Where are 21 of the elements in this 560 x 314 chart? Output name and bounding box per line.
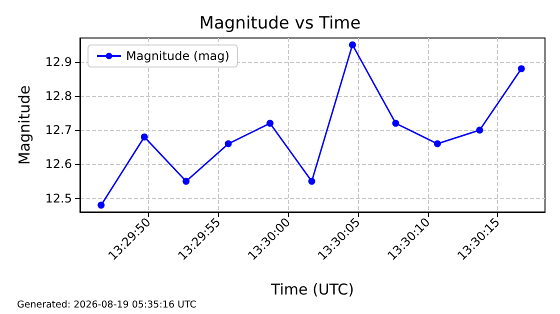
y-tick-label: 12.6 [45,157,72,172]
y-tick-label: 12.9 [45,54,72,69]
point [308,178,316,185]
point [140,133,148,140]
point [98,202,105,209]
point [434,140,441,148]
point [182,178,190,185]
point [392,120,400,127]
x-axis-title: Time (UTC) [270,280,354,298]
point [518,65,525,72]
y-tick-label: 12.5 [45,191,72,206]
text: Generated: 2026-08-19 05:35:16 UTC [17,300,197,310]
y-axis-title: Magnitude [16,85,34,165]
point [224,140,232,148]
point [348,41,356,48]
point [476,126,484,134]
y-tick-label: 12.7 [45,123,72,138]
point [266,120,274,127]
chart-title: Magnitude vs Time [199,14,361,34]
legend-label: Magnitude (mag) [126,49,230,63]
y-tick-label: 12.8 [45,89,72,103]
